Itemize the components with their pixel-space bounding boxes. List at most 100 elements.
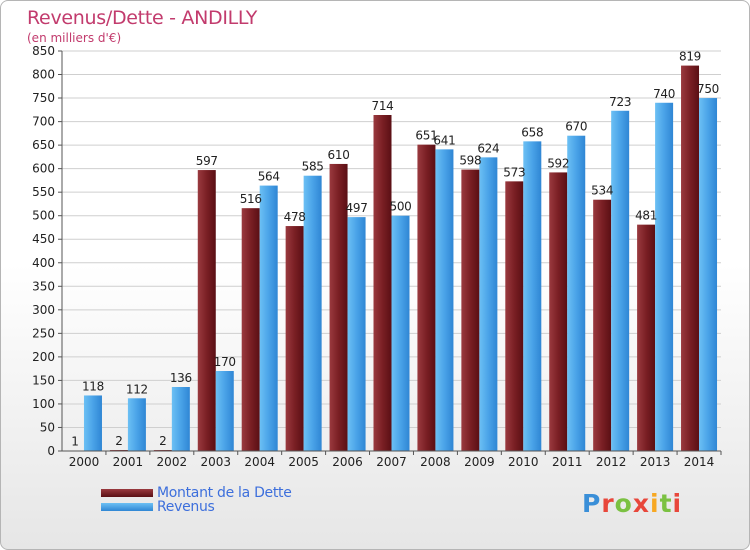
bar-dette: [505, 181, 524, 451]
y-tick-label: 450: [32, 232, 55, 246]
x-tick-label: 2007: [376, 455, 407, 469]
data-label-dette: 481: [635, 209, 657, 223]
x-tick-label: 2003: [200, 455, 231, 469]
data-label-revenus: 624: [477, 141, 499, 155]
y-tick-label: 650: [32, 138, 55, 152]
y-tick-label: 600: [32, 162, 55, 176]
data-label-dette: 610: [328, 148, 350, 162]
y-tick-label: 850: [32, 44, 55, 58]
bar-dette: [241, 208, 260, 451]
bar-revenus: [303, 175, 322, 452]
x-tick-label: 2008: [420, 455, 451, 469]
y-tick-label: 500: [32, 209, 55, 223]
x-tick-label: 2002: [157, 455, 188, 469]
x-tick-label: 2005: [288, 455, 319, 469]
x-tick-label: 2004: [244, 455, 275, 469]
data-label-revenus: 670: [565, 120, 587, 134]
bar-dette: [197, 170, 216, 451]
y-tick-label: 400: [32, 256, 55, 270]
y-tick-label: 700: [32, 115, 55, 129]
x-tick-label: 2006: [332, 455, 363, 469]
y-tick-label: 800: [32, 68, 55, 82]
chart-title: Revenus/Dette - ANDILLY: [27, 7, 257, 29]
bar-revenus: [171, 387, 190, 451]
data-label-revenus: 740: [653, 87, 675, 101]
bar-dette: [285, 226, 304, 451]
data-label-revenus: 564: [258, 170, 280, 184]
y-tick-label: 250: [32, 326, 55, 340]
x-tick-label: 2011: [552, 455, 583, 469]
legend-label-revenus: Revenus: [157, 499, 215, 515]
data-label-revenus: 658: [521, 125, 543, 139]
data-label-dette: 478: [284, 210, 306, 224]
legend-item-dette: Montant de la Dette: [101, 485, 292, 501]
y-tick-label: 100: [32, 397, 55, 411]
legend-swatch-dette: [101, 489, 153, 497]
data-label-dette: 714: [371, 99, 393, 113]
x-tick-label: 2013: [640, 455, 671, 469]
data-label-revenus: 750: [697, 82, 719, 96]
x-tick-label: 2012: [596, 455, 627, 469]
bar-revenus: [127, 398, 146, 451]
proxiti-logo: Proxiti: [582, 489, 683, 518]
legend-item-revenus: Revenus: [101, 499, 292, 515]
data-label-revenus: 136: [170, 371, 192, 385]
bar-revenus: [259, 185, 278, 451]
bar-dette: [417, 144, 436, 451]
bar-revenus: [479, 157, 498, 451]
y-tick-label: 750: [32, 91, 55, 105]
data-label-revenus: 500: [389, 200, 411, 214]
y-tick-label: 300: [32, 303, 55, 317]
legend-swatch-revenus: [101, 503, 153, 511]
data-label-revenus: 497: [346, 201, 368, 215]
bar-dette: [681, 65, 700, 452]
data-label-dette: 2: [115, 434, 122, 448]
data-label-revenus: 641: [433, 133, 455, 147]
bar-revenus: [83, 395, 102, 451]
x-tick-label: 2000: [69, 455, 100, 469]
data-label-revenus: 170: [214, 355, 236, 369]
x-tick-label: 2009: [464, 455, 495, 469]
data-label-dette: 597: [196, 154, 218, 168]
data-label-revenus: 118: [82, 379, 104, 393]
chart-subtitle: (en milliers d'€): [27, 31, 122, 45]
y-tick-label: 200: [32, 350, 55, 364]
y-tick-label: 550: [32, 185, 55, 199]
y-tick-label: 350: [32, 279, 55, 293]
x-tick-label: 2014: [684, 455, 715, 469]
legend-label-dette: Montant de la Dette: [157, 485, 292, 501]
bar-revenus: [567, 135, 586, 452]
data-label-dette: 516: [240, 192, 262, 206]
y-tick-label: 150: [32, 373, 55, 387]
data-label-dette: 2: [159, 434, 166, 448]
data-label-dette: 819: [679, 50, 701, 64]
data-label-revenus: 112: [126, 382, 148, 396]
x-tick-label: 2001: [113, 455, 144, 469]
data-label-dette: 598: [459, 154, 481, 168]
bar-dette: [593, 199, 612, 451]
bar-revenus: [391, 215, 410, 451]
bar-revenus: [523, 141, 542, 451]
legend: Montant de la Dette Revenus: [101, 485, 292, 515]
bar-dette: [373, 115, 392, 451]
bar-revenus: [699, 98, 718, 451]
bar-revenus: [435, 149, 454, 451]
y-tick-label: 0: [47, 444, 55, 458]
data-label-dette: 651: [415, 129, 437, 143]
x-tick-label: 2010: [508, 455, 539, 469]
data-label-dette: 534: [591, 184, 613, 198]
data-label-revenus: 723: [609, 95, 631, 109]
bar-revenus: [347, 217, 366, 451]
bar-dette: [461, 169, 480, 451]
data-label-dette: 573: [503, 165, 525, 179]
bar-dette: [549, 172, 568, 452]
y-tick-label: 50: [40, 420, 55, 434]
data-label-revenus: 585: [302, 160, 324, 174]
data-label-dette: 1: [71, 435, 78, 449]
bar-revenus: [215, 371, 234, 451]
bar-revenus: [655, 102, 674, 451]
bar-dette: [329, 163, 348, 452]
bar-dette: [637, 224, 656, 451]
